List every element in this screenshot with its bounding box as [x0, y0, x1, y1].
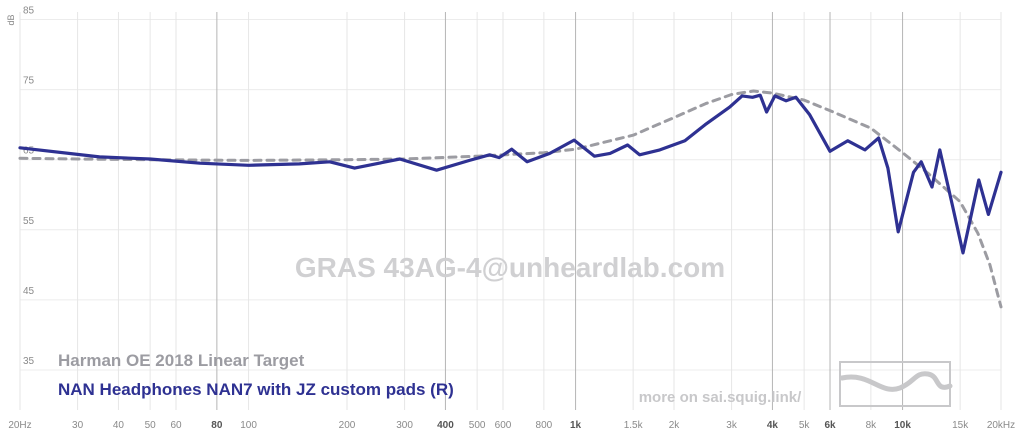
- y-tick-label: 75: [23, 76, 35, 87]
- x-tick-label: 1.5k: [624, 420, 644, 431]
- logo-box: [839, 361, 951, 407]
- logo-wave: [839, 371, 953, 392]
- x-tick-label: 20Hz: [8, 420, 31, 431]
- x-tick-label: 500: [469, 420, 486, 431]
- x-tick-label: 600: [495, 420, 512, 431]
- grid: 35 45 55 65 75 85 20Hz 30 40 50 60 80 100 200 300 400 50…: [8, 6, 1015, 431]
- x-tick-label: 300: [396, 420, 413, 431]
- x-tick-label: 1k: [570, 420, 582, 431]
- x-tick-label: 80: [211, 420, 223, 431]
- x-tick-label: 15k: [952, 420, 969, 431]
- x-tick-label: 6k: [824, 420, 836, 431]
- x-tick-label: 200: [339, 420, 356, 431]
- x-tick-label: 20kHz: [987, 420, 1015, 431]
- y-tick-label: 45: [23, 286, 35, 297]
- logo: [839, 361, 953, 407]
- x-tick-label: 60: [170, 420, 182, 431]
- x-tick-label: 2k: [669, 420, 681, 431]
- x-tick-label: 40: [113, 420, 125, 431]
- footer-link: more on sai.squig.link/: [639, 389, 802, 406]
- y-tick-label: 55: [23, 216, 35, 227]
- y-axis-label: dB: [6, 14, 16, 25]
- x-tick-label: 3k: [726, 420, 738, 431]
- x-tick-label: 10k: [894, 420, 911, 431]
- x-tick-label: 30: [72, 420, 84, 431]
- x-tick-label: 400: [437, 420, 454, 431]
- x-tick-label: 50: [145, 420, 157, 431]
- legend-entry: Harman OE 2018 Linear Target: [58, 351, 305, 370]
- y-tick-label: 85: [23, 6, 35, 17]
- y-tick-label: 35: [23, 356, 35, 367]
- y-tick-label: 65: [23, 146, 35, 157]
- x-tick-label: 800: [536, 420, 553, 431]
- watermark: GRAS 43AG-4@unheardlab.com: [295, 252, 725, 283]
- x-tick-label: 5k: [799, 420, 811, 431]
- series-line: [18, 93, 1003, 255]
- x-tick-label: 4k: [767, 420, 779, 431]
- legend-entry: NAN Headphones NAN7 with JZ custom pads …: [58, 380, 454, 399]
- x-tick-label: 8k: [866, 420, 878, 431]
- x-tick-label: 100: [240, 420, 257, 431]
